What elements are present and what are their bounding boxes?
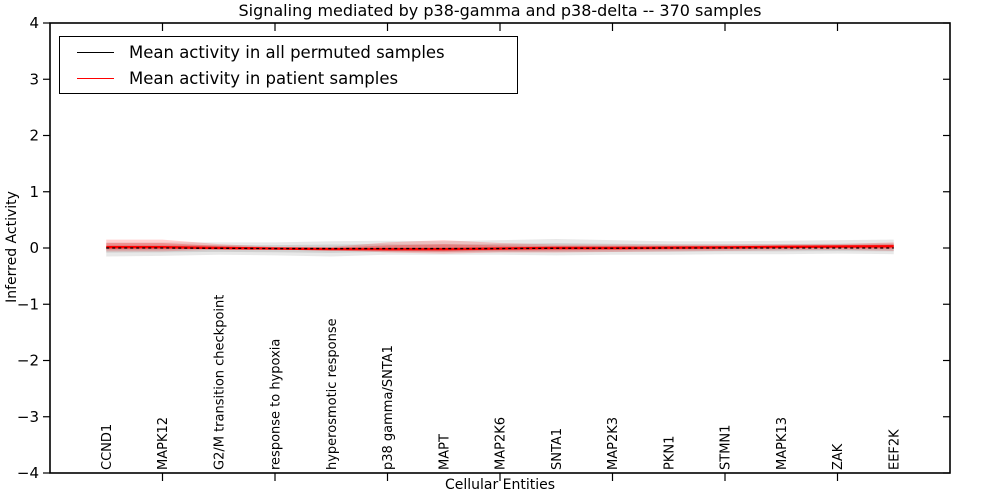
patient-line-sample-icon <box>77 77 114 79</box>
category-label: G2/M transition checkpoint <box>212 295 227 470</box>
category-label: hyperosmotic response <box>325 318 340 470</box>
y-tick-label: −2 <box>17 352 39 370</box>
y-tick-label: 2 <box>29 127 39 145</box>
y-axis-label: Inferred Activity <box>4 191 20 303</box>
category-label: SNTA1 <box>550 428 565 470</box>
y-tick-label: 4 <box>29 14 39 32</box>
category-label: MAPK12 <box>156 417 171 470</box>
y-tick-label: 1 <box>29 183 39 201</box>
y-tick-label: −3 <box>17 408 39 426</box>
legend-label-patient: Mean activity in patient samples <box>129 68 399 88</box>
y-tick-label: −4 <box>17 464 39 482</box>
legend-entry-permuted: Mean activity in all permuted samples <box>60 43 517 62</box>
y-tick-label: 3 <box>29 70 39 88</box>
category-label: response to hypoxia <box>269 339 284 470</box>
category-label: MAP2K3 <box>606 417 621 470</box>
category-label: MAP2K6 <box>494 417 509 470</box>
legend: Mean activity in all permuted samples Me… <box>59 36 518 94</box>
category-label: ZAK <box>831 443 846 470</box>
plot-border <box>49 22 951 474</box>
category-label: PKN1 <box>662 436 677 470</box>
legend-label-permuted: Mean activity in all permuted samples <box>129 42 445 62</box>
category-label: p38 gamma/SNTA1 <box>381 345 396 470</box>
permuted-line-sample-icon <box>77 51 114 53</box>
x-axis-label: Cellular Entities <box>444 477 556 493</box>
category-label: MAPT <box>437 434 452 470</box>
y-tick-label: −1 <box>17 295 39 313</box>
legend-entry-patient: Mean activity in patient samples <box>60 69 517 88</box>
category-label: CCND1 <box>100 424 115 470</box>
category-label: STMN1 <box>719 425 734 470</box>
patient-mean-line <box>106 245 894 251</box>
patient-samples-range-outer <box>106 239 894 254</box>
category-label: EEF2K <box>887 429 902 470</box>
chart-title: Signaling mediated by p38-gamma and p38-… <box>238 1 762 20</box>
y-tick-label: 0 <box>29 239 39 257</box>
category-label: MAPK13 <box>775 417 790 470</box>
permuted-mean-line <box>106 247 894 250</box>
